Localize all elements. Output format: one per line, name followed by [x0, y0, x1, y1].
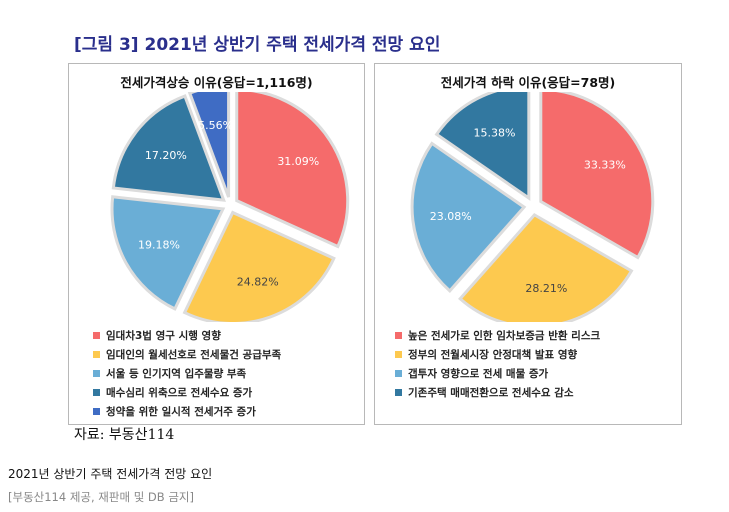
legend-swatch: [93, 370, 100, 377]
pie-slice: [235, 92, 350, 249]
legend-item: 기존주택 매매전환으로 전세수요 감소: [395, 383, 600, 402]
data-label: 24.82%: [237, 275, 279, 288]
legend-label: 서울 등 인기지역 입주물량 부족: [106, 368, 247, 380]
pie-slice: [434, 92, 531, 201]
legend-label: 갭투자 영향으로 전세 매물 증가: [408, 368, 549, 380]
legend-label: 기존주택 매매전환으로 전세수요 감소: [408, 387, 574, 399]
legend-item: 임대차3법 영구 시행 영향: [93, 326, 281, 345]
pie-slice: [110, 195, 226, 311]
legend-label: 정부의 전월세시장 안정대책 발표 영향: [408, 349, 578, 361]
legend-label: 높은 전세가로 인한 임차보증금 반환 리스크: [408, 330, 601, 342]
data-label: 17.20%: [145, 149, 187, 162]
pie-slice: [539, 92, 655, 260]
pie-slice: [182, 210, 336, 322]
legend-swatch: [93, 351, 100, 358]
legend-swatch: [395, 389, 402, 396]
data-label: 23.08%: [430, 210, 472, 223]
legend-label: 청약을 위한 일시적 전세거주 증가: [106, 406, 256, 418]
legend-label: 임대인의 월세선호로 전세물건 공급부족: [106, 349, 282, 361]
legend-swatch: [93, 332, 100, 339]
legend-item: 매수심리 위축으로 전세수요 증가: [93, 383, 281, 402]
legend-item: 청약을 위한 일시적 전세거주 증가: [93, 402, 281, 421]
figure-title: [그림 3] 2021년 상반기 주택 전세가격 전망 요인: [74, 35, 441, 55]
pie-chart-fall: 33.33% 28.21% 23.08% 15.38%: [410, 92, 655, 322]
chart-title: 전세가격상승 이유(응답=1,116명): [120, 75, 313, 90]
pie-slice: [187, 92, 231, 198]
legend-swatch: [93, 389, 100, 396]
pie-slice: [111, 94, 226, 202]
legend-item: 정부의 전월세시장 안정대책 발표 영향: [395, 345, 600, 364]
image-caption: 2021년 상반기 주택 전세가격 전망 요인: [8, 467, 213, 481]
legend-item: 높은 전세가로 인한 임차보증금 반환 리스크: [395, 326, 600, 345]
legend-swatch: [395, 351, 402, 358]
legend-swatch: [93, 408, 100, 415]
source-note: 자료: 부동산114: [74, 427, 175, 443]
pie-slice: [410, 141, 527, 294]
data-label: 19.18%: [138, 238, 180, 251]
data-label: 5.56%: [198, 119, 233, 132]
data-label: 31.09%: [277, 155, 319, 168]
legend-swatch: [395, 332, 402, 339]
chart-panel-fall: 전세가격 하락 이유(응답=78명) 33.33% 28.21% 23.08% 15.…: [374, 63, 682, 425]
data-label: 15.38%: [473, 127, 515, 140]
data-label: 33.33%: [584, 159, 626, 172]
chart-title: 전세가격 하락 이유(응답=78명): [440, 75, 616, 90]
legend-item: 임대인의 월세선호로 전세물건 공급부족: [93, 345, 281, 364]
image-credit: [부동산114 제공, 재판매 및 DB 금지]: [8, 490, 194, 504]
legend-label: 임대차3법 영구 시행 영향: [106, 330, 221, 342]
pie-slice: [458, 212, 634, 322]
pie-chart-rise: 31.09% 24.82% 19.18% 17.20% 5.56%: [110, 92, 350, 322]
legend-swatch: [395, 370, 402, 377]
legend-item: 서울 등 인기지역 입주물량 부족: [93, 364, 281, 383]
chart-panel-rise: 전세가격상승 이유(응답=1,116명) 31.09% 24.82% 19.18% 1…: [68, 63, 365, 425]
legend-item: 갭투자 영향으로 전세 매물 증가: [395, 364, 600, 383]
legend-label: 매수심리 위축으로 전세수요 증가: [106, 387, 253, 399]
data-label: 28.21%: [525, 282, 567, 295]
